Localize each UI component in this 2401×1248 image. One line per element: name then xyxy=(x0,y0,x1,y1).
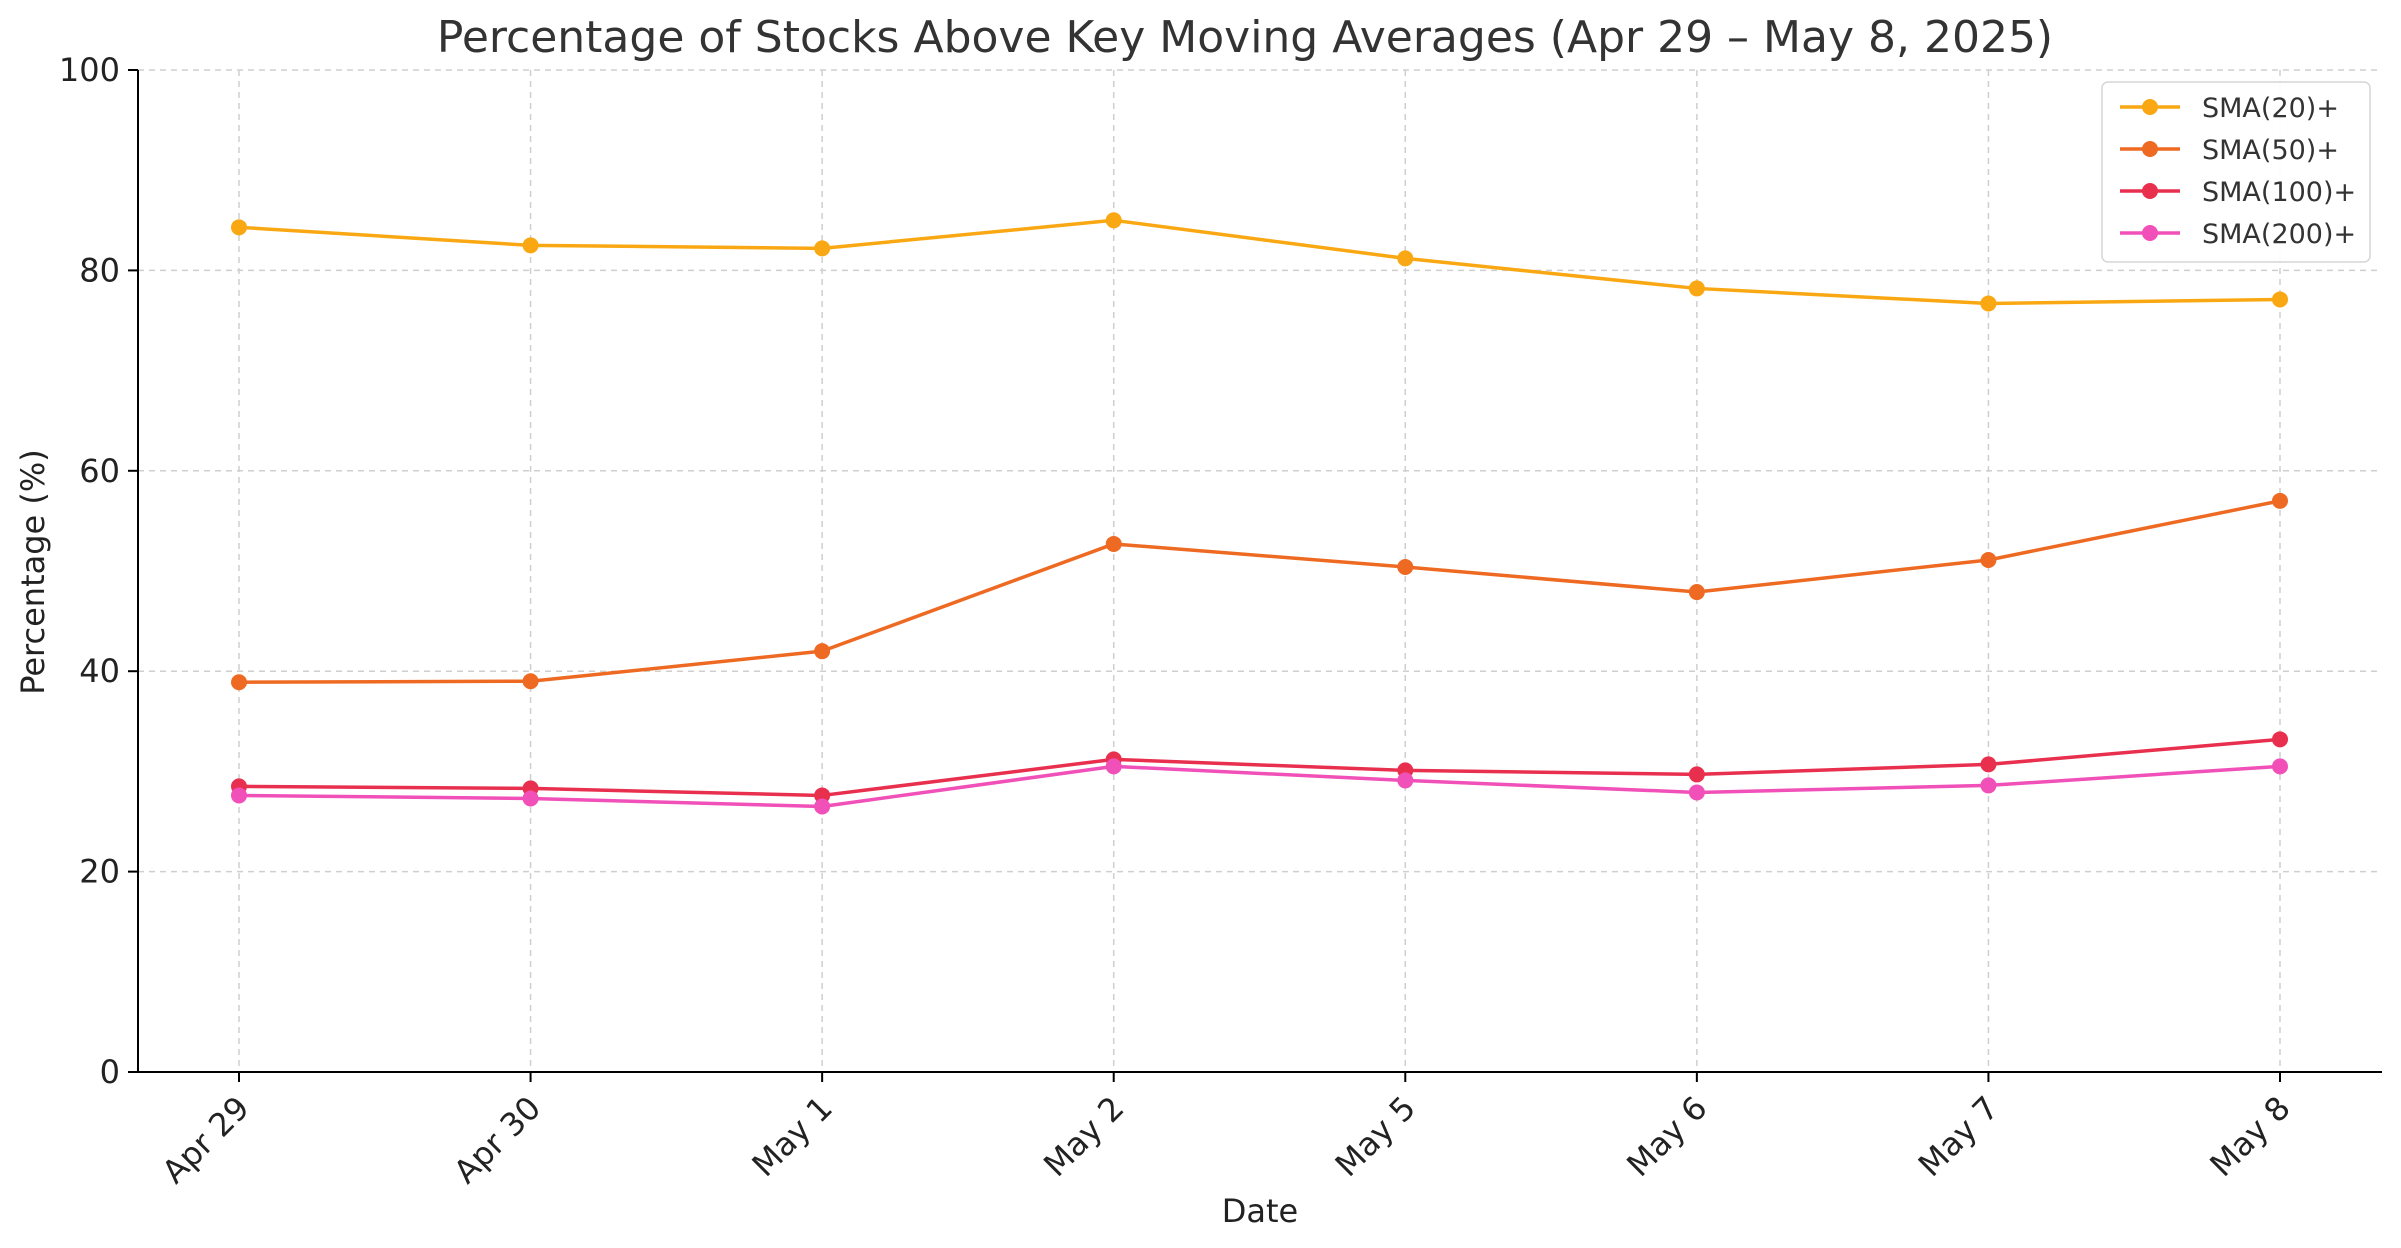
series-line xyxy=(238,764,2281,809)
data-point xyxy=(231,787,247,804)
chart-title: Percentage of Stocks Above Key Moving Av… xyxy=(437,12,2053,63)
data-point xyxy=(1688,784,1705,801)
x-tick-label: May 1 xyxy=(745,1089,840,1184)
data-point xyxy=(1105,212,1122,229)
data-point xyxy=(2272,731,2288,748)
y-ticks: 0 20 40 60 80 100 xyxy=(59,51,138,1091)
series-line xyxy=(238,499,2281,684)
data-point xyxy=(1980,551,1997,568)
series-0 xyxy=(231,212,2288,312)
x-tick-label: May 6 xyxy=(1619,1089,1714,1184)
data-point xyxy=(1397,772,1414,789)
legend-marker xyxy=(2142,183,2158,199)
data-point xyxy=(1688,280,1705,297)
legend-marker xyxy=(2142,141,2158,157)
series-3 xyxy=(231,758,2288,815)
y-tick-label: 60 xyxy=(79,452,120,490)
data-point xyxy=(231,674,247,691)
data-point xyxy=(1980,777,1997,794)
y-tick-label: 80 xyxy=(79,251,120,289)
legend-label: SMA(20)+ xyxy=(2202,93,2339,124)
data-point xyxy=(1980,295,1997,312)
series-line xyxy=(238,737,2281,798)
x-tick-label: May 2 xyxy=(1036,1089,1131,1184)
x-tick-label: Apr 29 xyxy=(155,1089,257,1191)
data-point xyxy=(814,798,831,815)
data-point xyxy=(814,787,831,804)
data-point xyxy=(2272,758,2288,775)
legend-box xyxy=(2101,81,2371,263)
legend-label: SMA(100)+ xyxy=(2202,177,2356,208)
series-1 xyxy=(231,492,2288,691)
series xyxy=(231,212,2288,815)
legend-label: SMA(200)+ xyxy=(2202,219,2356,250)
x-ticks: Apr 29 Apr 30 May 1 May 2 May 5 May 6 May 7 May… xyxy=(155,1072,2298,1191)
y-tick-label: 100 xyxy=(59,51,120,89)
x-axis-label: Date xyxy=(1222,1192,1298,1230)
grid xyxy=(138,69,2382,1072)
data-point xyxy=(522,673,539,690)
data-point xyxy=(1980,756,1997,773)
data-point xyxy=(1688,766,1705,783)
series-line xyxy=(238,218,2281,306)
legend-label: SMA(50)+ xyxy=(2202,135,2339,166)
data-point xyxy=(1397,250,1414,267)
data-point xyxy=(1105,535,1122,552)
data-point xyxy=(1397,558,1414,575)
x-tick-label: May 5 xyxy=(1328,1089,1423,1184)
data-point xyxy=(522,237,539,254)
x-tick-label: May 8 xyxy=(2202,1089,2297,1184)
data-point xyxy=(1105,758,1122,775)
data-point xyxy=(814,643,831,660)
y-tick-label: 40 xyxy=(79,652,120,690)
series-2 xyxy=(231,731,2288,804)
legend-marker xyxy=(2142,99,2158,115)
y-tick-label: 0 xyxy=(100,1053,120,1091)
data-point xyxy=(2272,291,2288,308)
data-point xyxy=(1688,584,1705,601)
y-tick-label: 20 xyxy=(79,853,120,891)
legend: SMA(20)+ SMA(50)+ SMA(100)+ SMA(200)+ xyxy=(2101,81,2371,263)
data-point xyxy=(231,219,247,236)
data-point xyxy=(2272,492,2288,509)
data-point xyxy=(814,240,831,257)
data-point xyxy=(522,790,539,807)
x-tick-label: Apr 30 xyxy=(446,1089,548,1191)
legend-marker xyxy=(2142,225,2158,241)
y-axis-label: Percentage (%) xyxy=(14,449,52,695)
axes xyxy=(137,70,2382,1073)
x-tick-label: May 7 xyxy=(1911,1089,2006,1184)
